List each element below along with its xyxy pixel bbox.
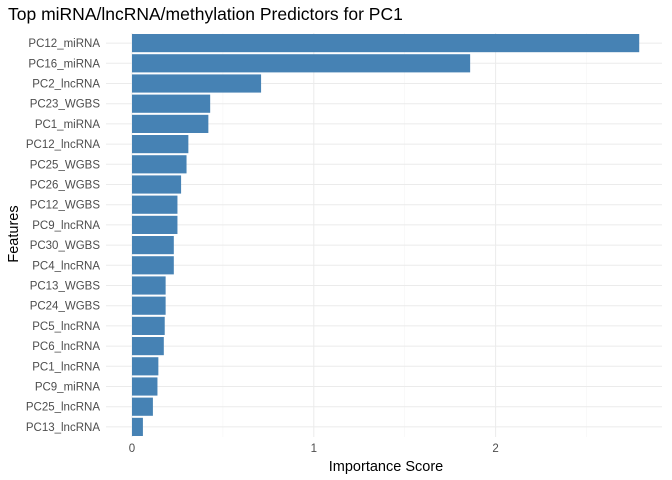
y-tick-label: PC4_lncRNA <box>32 260 100 272</box>
bar <box>132 34 640 53</box>
bar <box>132 296 166 315</box>
y-tick-label: PC1_miRNA <box>35 119 101 131</box>
x-tick-labels: 0 1 2 <box>129 443 499 455</box>
grid-lines <box>106 33 662 437</box>
bar <box>132 54 471 73</box>
y-tick-label: PC9_miRNA <box>35 382 101 394</box>
bar <box>132 276 166 295</box>
x-tick-label: 0 <box>129 443 135 455</box>
y-tick-label: PC12_lncRNA <box>26 139 100 151</box>
y-tick-label: PC12_WGBS <box>30 200 101 212</box>
y-axis-title: Features <box>6 205 22 262</box>
y-tick-label: PC30_WGBS <box>30 240 101 252</box>
x-tick-label: 2 <box>492 443 498 455</box>
bar <box>132 74 262 93</box>
y-tick-label: PC12_miRNA <box>28 38 100 50</box>
bar <box>132 377 158 396</box>
y-tick-label: PC13_lncRNA <box>26 422 100 434</box>
y-tick-label: PC6_lncRNA <box>32 341 100 353</box>
y-tick-label: PC25_WGBS <box>30 159 101 171</box>
bar <box>132 256 174 275</box>
bar <box>132 316 165 335</box>
y-tick-label: PC1_lncRNA <box>32 361 100 373</box>
bar <box>132 417 143 436</box>
x-tick-label: 1 <box>311 443 317 455</box>
y-tick-label: PC5_lncRNA <box>32 321 100 333</box>
bar <box>132 135 189 154</box>
bar <box>132 114 209 133</box>
y-tick-label: PC16_miRNA <box>28 58 100 70</box>
bar <box>132 155 187 174</box>
x-axis-title: Importance Score <box>329 459 443 475</box>
y-tick-label: PC24_WGBS <box>30 301 101 313</box>
y-tick-label: PC13_WGBS <box>30 281 101 293</box>
bar <box>132 397 153 416</box>
y-tick-label: PC9_lncRNA <box>32 220 100 232</box>
bar <box>132 215 178 234</box>
chart-title: Top miRNA/lncRNA/methylation Predictors … <box>8 4 403 24</box>
y-tick-label: PC25_lncRNA <box>26 402 100 414</box>
bars <box>132 34 640 436</box>
y-tick-label: PC2_lncRNA <box>32 79 100 91</box>
y-tick-label: PC23_WGBS <box>30 99 101 111</box>
bar <box>132 94 211 113</box>
bar <box>132 175 182 194</box>
bar <box>132 236 174 255</box>
y-tick-labels: PC12_miRNA PC16_miRNA PC2_lncRNA PC23_WGBS P… <box>26 38 100 434</box>
y-tick-label: PC26_WGBS <box>30 180 101 192</box>
bar <box>132 195 178 214</box>
bar <box>132 337 164 356</box>
bar <box>132 357 159 376</box>
